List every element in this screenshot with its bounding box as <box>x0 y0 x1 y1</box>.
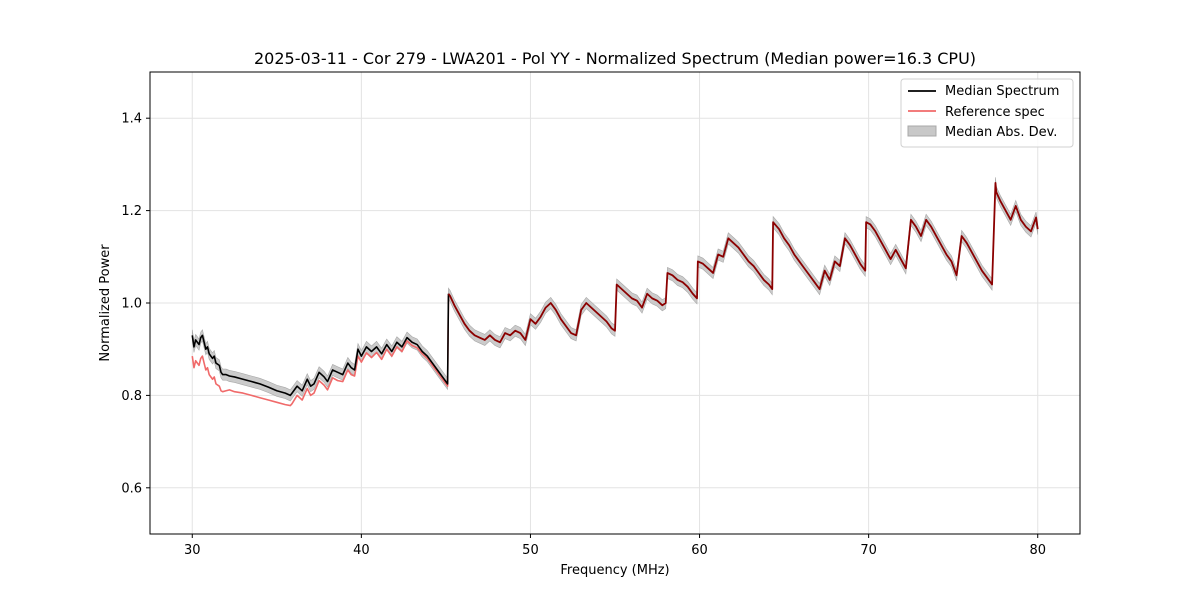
legend-box <box>900 78 1074 148</box>
reference-spectrum-line <box>191 296 450 407</box>
plot-area <box>191 177 1039 407</box>
x-axis-label: Frequency (MHz) <box>560 563 669 578</box>
median-reference-overlap-line <box>447 181 1039 344</box>
x-tick-label: 70 <box>860 543 877 558</box>
y-tick-label: 0.8 <box>121 389 142 404</box>
legend-reference-label: Reference spec <box>945 105 1045 120</box>
x-tick-label: 80 <box>1029 543 1046 558</box>
x-tick-label: 60 <box>691 543 708 558</box>
y-tick-label: 1.2 <box>121 204 142 219</box>
legend: Median Spectrum Reference spec Median Ab… <box>900 78 1074 148</box>
legend-median-label: Median Spectrum <box>945 84 1059 99</box>
y-tick-label: 1.0 <box>121 297 142 312</box>
legend-mad-label: Median Abs. Dev. <box>945 125 1057 140</box>
x-tick-label: 30 <box>184 543 201 558</box>
legend-mad-patch <box>907 125 937 137</box>
median-spectrum-line <box>191 293 450 397</box>
x-tick-label: 50 <box>522 543 539 558</box>
y-axis-label: Normalized Power <box>98 244 113 362</box>
y-tick-label: 1.4 <box>121 112 142 127</box>
axis-ticks: 30 40 50 60 70 80 0.6 0.8 1.0 1.2 1.4 <box>121 112 1046 558</box>
chart-title: 2025-03-11 - Cor 279 - LWA201 - Pol YY -… <box>254 49 976 68</box>
x-tick-label: 40 <box>353 543 370 558</box>
y-tick-label: 0.6 <box>121 481 142 496</box>
